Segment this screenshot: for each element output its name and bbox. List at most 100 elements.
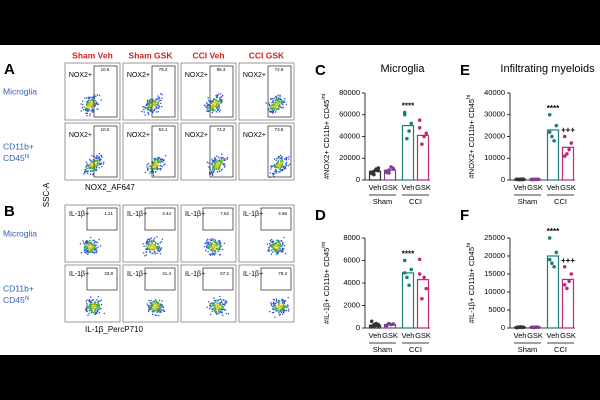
- data-point: [376, 168, 381, 173]
- event-dot: [273, 299, 275, 301]
- event-dot: [277, 303, 279, 305]
- event-dot: [214, 156, 216, 159]
- data-point: [565, 152, 569, 156]
- event-dot: [274, 307, 276, 309]
- event-dot: [281, 247, 283, 250]
- event-dot: [149, 240, 151, 242]
- event-dot: [89, 247, 91, 249]
- event-dot: [274, 244, 277, 246]
- event-dot: [204, 242, 207, 245]
- event-dot: [151, 169, 154, 172]
- event-dot: [279, 166, 281, 168]
- event-dot: [88, 251, 91, 253]
- event-dot: [153, 237, 156, 239]
- event-dot: [151, 240, 153, 243]
- event-dot: [284, 101, 286, 103]
- event-dot: [95, 169, 97, 171]
- event-dot: [272, 100, 274, 102]
- event-dot: [89, 236, 92, 239]
- event-dot: [85, 250, 87, 252]
- event-dot: [210, 249, 212, 251]
- event-dot: [154, 253, 156, 255]
- event-dot: [83, 242, 85, 244]
- event-dot: [86, 246, 88, 249]
- event-dot: [283, 311, 285, 313]
- event-dot: [148, 106, 150, 108]
- event-dot: [147, 109, 149, 111]
- event-dot: [153, 163, 155, 165]
- event-dot: [215, 161, 218, 164]
- event-dot: [216, 109, 219, 111]
- event-dot: [215, 242, 217, 245]
- event-dot: [283, 306, 285, 308]
- event-dot: [86, 109, 89, 111]
- event-dot: [88, 107, 91, 109]
- event-dot: [85, 310, 87, 312]
- event-dot: [92, 104, 95, 106]
- event-dot: [87, 246, 89, 248]
- event-dot: [85, 240, 87, 243]
- event-dot: [275, 100, 277, 102]
- data-point: [417, 118, 422, 122]
- event-dot: [219, 310, 221, 312]
- event-dot: [156, 245, 159, 248]
- event-dot: [279, 164, 281, 166]
- event-dot: [155, 101, 157, 103]
- event-dot: [92, 160, 94, 163]
- event-dot: [91, 160, 93, 163]
- event-dot: [90, 249, 93, 251]
- plot-frame: [122, 122, 179, 181]
- event-dot: [216, 299, 218, 301]
- event-dot: [95, 101, 97, 103]
- event-dot: [214, 104, 216, 106]
- event-dot: [218, 305, 220, 307]
- event-dot: [217, 162, 219, 164]
- event-dot: [277, 241, 280, 244]
- event-dot: [270, 244, 272, 246]
- event-dot: [85, 247, 87, 249]
- event-dot: [155, 307, 157, 309]
- event-dot: [278, 299, 280, 301]
- event-dot: [213, 168, 215, 170]
- data-point: [391, 322, 396, 326]
- event-dot: [101, 155, 103, 157]
- event-dot: [215, 310, 218, 312]
- event-dot: [91, 155, 93, 157]
- gate-label: NOX2+: [243, 72, 266, 79]
- event-dot: [210, 248, 213, 251]
- event-dot: [215, 306, 217, 308]
- event-dot: [270, 107, 272, 109]
- event-dot: [98, 311, 100, 314]
- event-dot: [94, 240, 96, 243]
- gate-percent: 79.2: [159, 67, 168, 72]
- event-dot: [211, 247, 214, 249]
- event-dot: [214, 305, 216, 307]
- event-dot: [289, 163, 291, 165]
- y-tick-label: 60000: [339, 110, 360, 119]
- event-dot: [287, 296, 289, 299]
- event-dot: [92, 248, 94, 250]
- event-dot: [161, 305, 163, 307]
- y-axis-label: SSC-A: [42, 182, 51, 207]
- event-dot: [269, 239, 272, 242]
- event-dot: [274, 103, 277, 105]
- gate: [151, 65, 176, 118]
- event-dot: [211, 304, 214, 306]
- event-dot: [214, 163, 216, 166]
- y-tick-label: 0: [501, 323, 505, 332]
- event-dot: [158, 160, 160, 163]
- event-dot: [148, 248, 150, 250]
- data-point: [536, 325, 541, 330]
- event-dot: [207, 238, 209, 241]
- event-dot: [154, 304, 156, 306]
- event-dot: [270, 105, 272, 107]
- event-dot: [275, 239, 278, 242]
- event-dot: [211, 302, 213, 304]
- event-dot: [95, 155, 98, 157]
- event-dot: [154, 157, 157, 160]
- event-dot: [209, 306, 212, 308]
- event-dot: [281, 101, 283, 103]
- event-dot: [276, 241, 278, 243]
- event-dot: [205, 105, 207, 108]
- event-dot: [100, 163, 102, 165]
